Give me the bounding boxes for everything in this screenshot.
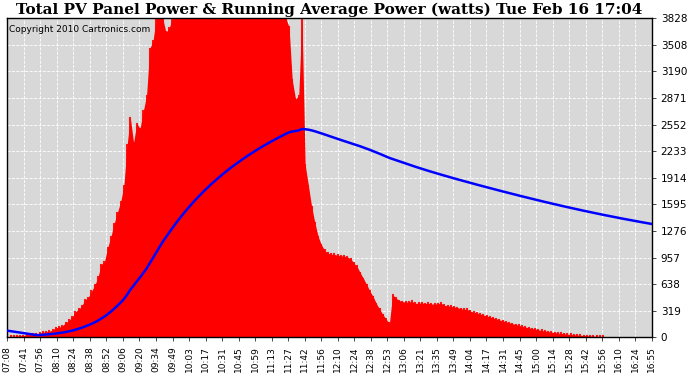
Text: Copyright 2010 Cartronics.com: Copyright 2010 Cartronics.com [8, 25, 150, 34]
Title: Total PV Panel Power & Running Average Power (watts) Tue Feb 16 17:04: Total PV Panel Power & Running Average P… [17, 3, 642, 17]
